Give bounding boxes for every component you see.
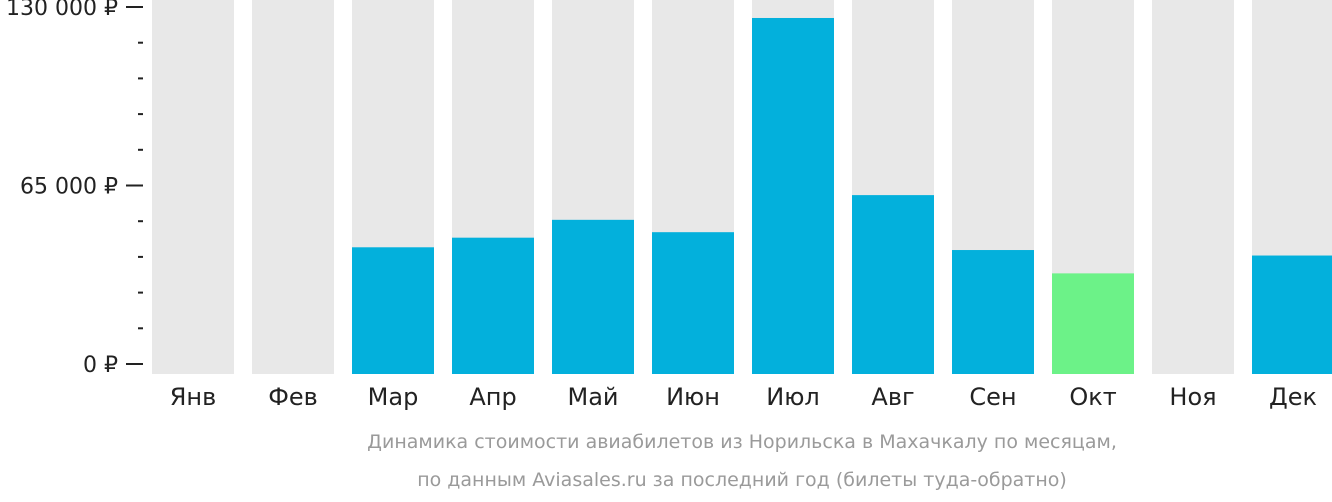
background-column bbox=[152, 0, 234, 374]
background-column bbox=[1152, 0, 1234, 374]
bar-4[interactable] bbox=[452, 237, 534, 374]
x-tick-label: Дек bbox=[1269, 383, 1317, 411]
bar-5[interactable] bbox=[552, 219, 634, 374]
chart-caption-line-1: Динамика стоимости авиабилетов из Нориль… bbox=[367, 431, 1117, 453]
y-tick-label: 130 000 ₽ bbox=[6, 0, 118, 21]
bar-3[interactable] bbox=[352, 247, 434, 374]
bar-12[interactable] bbox=[1252, 255, 1332, 374]
bar-10[interactable] bbox=[1052, 273, 1134, 374]
x-tick-label: Янв bbox=[170, 383, 217, 411]
y-axis: 0 ₽ 65 000 ₽ 130 000 ₽ bbox=[6, 0, 143, 378]
bar-8[interactable] bbox=[852, 195, 934, 374]
x-tick-label: Авг bbox=[871, 383, 914, 411]
background-columns bbox=[152, 0, 1332, 374]
x-tick-label: Апр bbox=[469, 383, 516, 411]
x-axis-labels: Янв Фев Мар Апр Май Июн Июл Авг Сен Окт Ноя Дек bbox=[170, 383, 1317, 411]
bar-6[interactable] bbox=[652, 232, 734, 374]
bar-9[interactable] bbox=[952, 250, 1034, 374]
x-tick-label: Фев bbox=[268, 383, 318, 411]
chart-caption-line-2: по данным Aviasales.ru за последний год … bbox=[417, 469, 1067, 491]
bar-7[interactable] bbox=[752, 17, 834, 374]
x-tick-label: Июн bbox=[666, 383, 720, 411]
y-tick-label: 0 ₽ bbox=[83, 353, 118, 378]
x-tick-label: Ноя bbox=[1169, 383, 1216, 411]
bars bbox=[352, 17, 1332, 374]
y-tick-label: 65 000 ₽ bbox=[20, 175, 118, 200]
x-tick-label: Окт bbox=[1069, 383, 1116, 411]
x-tick-label: Сен bbox=[969, 383, 1016, 411]
x-tick-label: Мар bbox=[368, 383, 419, 411]
x-tick-label: Май bbox=[567, 383, 618, 411]
background-column bbox=[252, 0, 334, 374]
x-tick-label: Июл bbox=[766, 383, 820, 411]
